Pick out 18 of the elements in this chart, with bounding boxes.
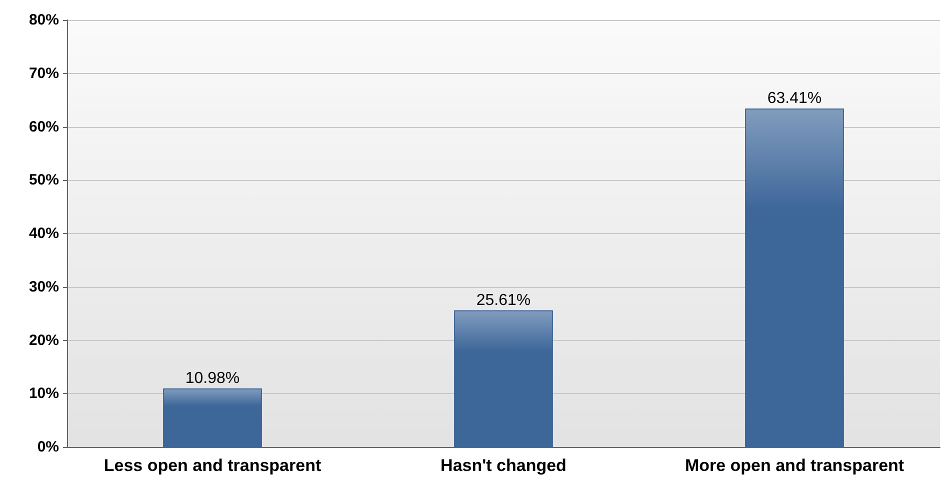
bar bbox=[454, 310, 553, 447]
y-tick-label: 30% bbox=[28, 278, 59, 296]
data-label: 10.98% bbox=[185, 370, 240, 387]
y-tick-label: 50% bbox=[28, 172, 59, 189]
x-tick-label: Less open and transparent bbox=[104, 456, 322, 475]
y-tick-label: 60% bbox=[28, 118, 59, 136]
y-tick-label: 10% bbox=[28, 385, 59, 402]
y-tick-label: 40% bbox=[28, 225, 59, 242]
x-tick-label: Hasn't changed bbox=[440, 456, 566, 475]
bar bbox=[745, 108, 844, 447]
y-tick-label: 70% bbox=[28, 64, 59, 82]
data-label: 25.61% bbox=[476, 292, 531, 309]
bar bbox=[163, 388, 262, 447]
y-tick-label: 20% bbox=[28, 332, 59, 349]
data-label: 63.41% bbox=[767, 90, 822, 108]
x-tick-label: More open and transparent bbox=[684, 456, 904, 475]
y-tick-label: 80% bbox=[28, 12, 59, 28]
y-tick-label: 0% bbox=[37, 438, 59, 456]
